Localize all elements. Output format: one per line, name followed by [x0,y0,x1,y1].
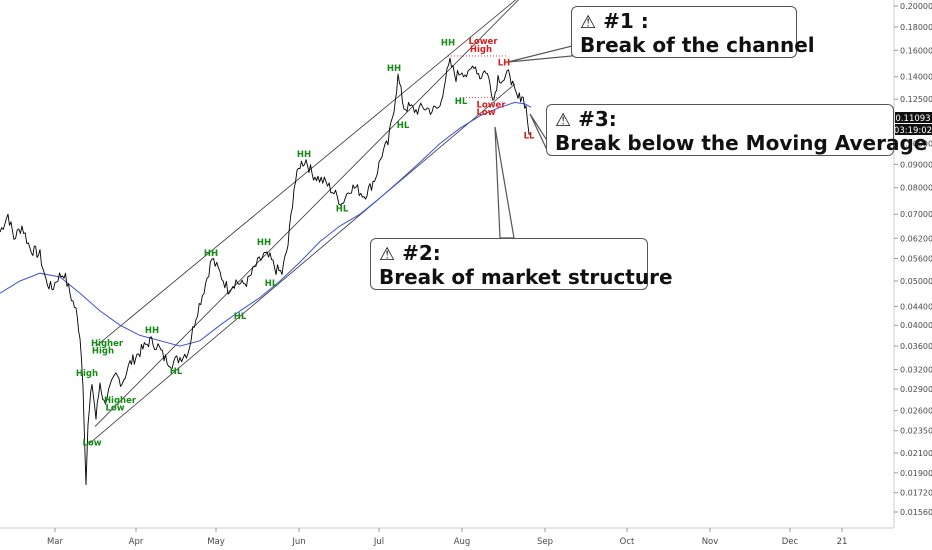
y-tick-label: 0.01720 [900,489,932,498]
moving-average-line [0,101,532,347]
y-tick-label: 0.20000 [900,2,932,11]
y-tick-label: 0.03200 [900,365,932,374]
channel-line [95,0,517,347]
y-tick-label: 0.02100 [900,449,932,458]
structure-label: HL [265,279,278,289]
structure-label: HL [336,204,349,214]
structure-label: Lower [476,100,506,110]
x-tick-label: 21 [837,537,848,547]
y-tick-label: 0.12500 [900,95,932,104]
structure-label: HH [441,38,455,48]
y-tick-label: 0.02350 [900,427,932,436]
y-tick-label: 0.03600 [900,342,932,351]
callout-structure-break: ⚠ #2: Break of market structure [370,238,673,290]
structure-label: LH [498,59,511,69]
structure-label: Low [476,108,495,118]
callout-number: #1 : [603,9,649,33]
structure-label: HH [257,238,271,248]
structure-label: LL [524,132,535,142]
x-tick-label: Jul [373,537,384,547]
x-tick-label: Sep [537,537,553,547]
y-tick-label: 0.16000 [900,46,932,55]
x-tick-label: Mar [47,537,64,547]
structure-label: HL [170,367,183,377]
structure-label: High [92,346,114,356]
y-tick-label: 0.10000 [900,139,932,148]
x-tick-label: Dec [782,537,799,547]
warning-icon: ⚠ [555,110,572,131]
y-tick-label: 0.04400 [900,302,932,311]
callout-ma-break: ⚠ #3: Break below the Moving Average [546,104,927,156]
callout-number: #2: [402,241,441,265]
structure-label: Higher [91,339,124,349]
y-tick-label: 0.05600 [900,254,932,263]
structure-label: HL [455,97,468,107]
callout-text: Break of the channel [580,33,815,57]
callout-channel-break: ⚠ #1 : Break of the channel [571,6,815,58]
structure-label: HL [397,121,410,131]
x-tick-label: Jun [291,537,305,547]
callout-text: Break below the Moving Average [555,131,928,155]
channel-line [88,83,516,445]
price-path [0,57,532,486]
x-tick-label: May [207,537,225,547]
y-tick-label: 0.02600 [900,407,932,416]
x-tick-label: Aug [454,537,471,547]
price-axis: 0.20000 0.18000 0.16000 0.14000 0.12500 0.100… [894,2,932,517]
trend-channel-lines [88,0,519,445]
callout-pointers [494,45,573,239]
bar-countdown: 03:19:02 [894,126,932,136]
y-tick-label: 0.02900 [900,385,932,394]
price-line [0,57,532,486]
y-tick-label: 0.08000 [900,184,932,193]
x-tick-label: Apr [129,537,144,547]
structure-label: High [470,45,492,55]
structure-label: HH [297,150,311,160]
structure-label: Lower [468,37,498,47]
warning-icon: ⚠ [580,12,597,33]
warning-icon: ⚠ [379,244,396,265]
structure-label: Low [82,439,101,449]
y-tick-label: 0.09000 [900,160,932,169]
y-tick-label: 0.18000 [900,23,932,32]
y-tick-label: 0.06200 [900,234,932,243]
structure-label: Higher [104,396,137,406]
callout-number: #3: [578,107,617,131]
x-tick-label: Nov [702,537,719,547]
structure-labels: LowHighHigherHighHigherLowHHHLHHHLHHHLHH… [76,37,535,448]
last-price-badge: 0.11093 03:19:02 [894,112,932,136]
structure-label: HH [145,326,159,336]
y-tick-label: 0.04000 [900,321,932,330]
callout-text: Break of market structure [379,265,673,289]
structure-label: High [76,369,98,379]
y-tick-label: 0.01560 [900,508,932,517]
structure-markers [448,55,506,99]
y-tick-label: 0.07000 [900,210,932,219]
last-price-value: 0.11093 [895,114,930,124]
structure-label: HL [234,312,247,322]
channel-line [94,0,519,427]
structure-label: HH [387,64,401,74]
structure-label: HH [204,249,218,259]
moving-average-path [0,101,532,347]
y-tick-label: 0.05000 [900,277,932,286]
y-tick-label: 0.14000 [900,73,932,82]
time-axis: Mar Apr May Jun Jul Aug Sep Oct Nov Dec 21 [47,528,847,547]
structure-label: Low [105,404,124,414]
y-tick-label: 0.01900 [900,469,932,478]
x-tick-label: Oct [620,537,635,547]
